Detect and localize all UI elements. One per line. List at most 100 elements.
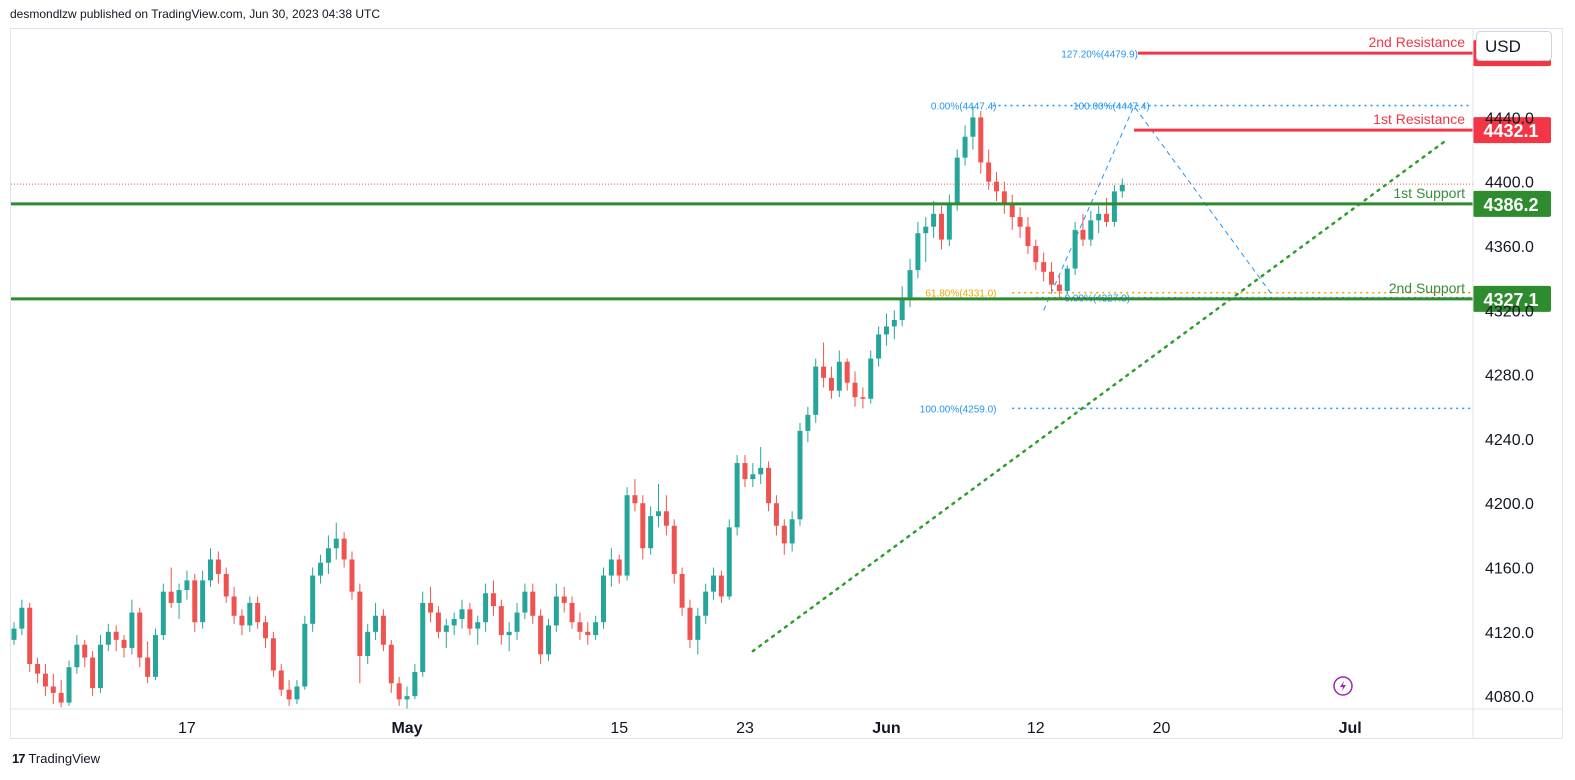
price-tick-label: 4360.0: [1485, 239, 1534, 256]
candle-body: [970, 117, 976, 137]
candle-body: [278, 670, 284, 690]
candle-body: [608, 559, 614, 576]
candle-body: [223, 573, 229, 597]
candle-body: [986, 162, 992, 182]
fib-label: 100.00%(4447.4): [1073, 102, 1150, 113]
candle-body: [302, 623, 308, 687]
candle-body: [82, 644, 88, 658]
candle-body: [50, 686, 56, 693]
candle-body: [946, 204, 952, 240]
time-tick-label: May: [391, 720, 422, 737]
candle-body: [66, 667, 72, 703]
candle-body: [1064, 268, 1070, 292]
candle-body: [1088, 220, 1094, 240]
candle-body: [27, 607, 33, 664]
candle-body: [931, 213, 937, 227]
candle-body: [530, 591, 536, 616]
candle-body: [1080, 229, 1086, 240]
candle-body: [388, 644, 394, 684]
candle-body: [1033, 246, 1039, 263]
candle-body: [797, 430, 803, 520]
candle-body: [1072, 229, 1078, 269]
price-tick-label: 4320.0: [1485, 303, 1534, 320]
candle-body: [1009, 204, 1015, 218]
price-tick-label: 4400.0: [1485, 175, 1534, 192]
uptrend-line: [751, 140, 1446, 653]
candle-body: [593, 622, 599, 636]
candlestick-chart[interactable]: 127.20%(4479.9) 0.00%(4447.4) 100.00%(4447…: [11, 29, 1562, 738]
candle-body: [648, 516, 654, 549]
candle-body: [231, 596, 237, 616]
sup1-label: 1st Support: [1393, 185, 1465, 201]
candle-body: [19, 607, 25, 629]
candle-body: [561, 596, 567, 603]
candle-body: [270, 638, 276, 671]
candle-body: [726, 527, 732, 597]
candle-body: [145, 657, 151, 677]
price-tick-label: 4240.0: [1485, 432, 1534, 449]
candle-body: [640, 503, 646, 549]
flash-icon: [1333, 676, 1353, 696]
candle-body: [821, 366, 827, 378]
time-tick-label: 20: [1153, 720, 1171, 737]
candle-body: [734, 463, 740, 528]
candle-body: [42, 673, 48, 687]
candle-body: [192, 580, 198, 623]
res1-badge: [1473, 117, 1551, 144]
res1-label: 1st Resistance: [1373, 111, 1465, 127]
candle-body: [435, 612, 441, 632]
candle-body: [404, 696, 410, 700]
candle-body: [168, 591, 174, 603]
candle-body: [1041, 262, 1047, 272]
candle-body: [679, 573, 685, 608]
candle-body: [1049, 271, 1055, 285]
candle-body: [844, 361, 850, 383]
candle-body: [585, 631, 591, 636]
candle-body: [766, 467, 772, 504]
candle-body: [380, 615, 386, 645]
candle-body: [899, 297, 905, 320]
candle-body: [483, 593, 489, 623]
fib-label: 61.80%(4331.0): [925, 289, 996, 300]
chart-panel[interactable]: 127.20%(4479.9) 0.00%(4447.4) 100.00%(4447…: [10, 28, 1563, 739]
candle-body: [294, 686, 300, 700]
candle-body: [113, 631, 119, 640]
candle-body: [263, 622, 269, 639]
candles-layer: [11, 106, 1125, 709]
candle-body: [538, 615, 544, 655]
candle-body: [891, 319, 897, 327]
candle-body: [671, 525, 677, 574]
candle-body: [1017, 217, 1023, 227]
candle-body: [420, 602, 426, 673]
candle-body: [718, 575, 724, 597]
flash-bolt-icon: [1340, 681, 1346, 691]
candle-body: [396, 683, 402, 700]
candle-body: [836, 361, 842, 391]
candle-body: [160, 591, 166, 636]
candle-body: [152, 635, 158, 677]
candle-body: [805, 414, 811, 431]
candle-body: [1056, 284, 1062, 292]
time-tick-label: 12: [1027, 720, 1045, 737]
candle-body: [994, 181, 999, 192]
candle-body: [35, 663, 41, 674]
candle-body: [459, 609, 465, 619]
price-tick-label: 4120.0: [1485, 625, 1534, 642]
candle-body: [176, 590, 182, 603]
candle-body: [239, 615, 245, 626]
time-axis: 17 May 15 23 Jun 12 20 Jul: [11, 708, 1562, 737]
candle-body: [475, 622, 481, 629]
candle-body: [97, 644, 103, 689]
candle-body: [1001, 191, 1007, 205]
candle-body: [852, 382, 858, 398]
candle-body: [954, 157, 960, 205]
candle-body: [938, 213, 944, 240]
currency-button[interactable]: USD: [1476, 31, 1552, 61]
candle-body: [137, 612, 143, 658]
candle-body: [428, 602, 434, 613]
tradingview-footer[interactable]: 17 TradingView: [12, 751, 100, 766]
candle-body: [687, 607, 693, 640]
candle-body: [200, 580, 206, 623]
candle-body: [357, 591, 363, 656]
candle-body: [828, 377, 834, 391]
